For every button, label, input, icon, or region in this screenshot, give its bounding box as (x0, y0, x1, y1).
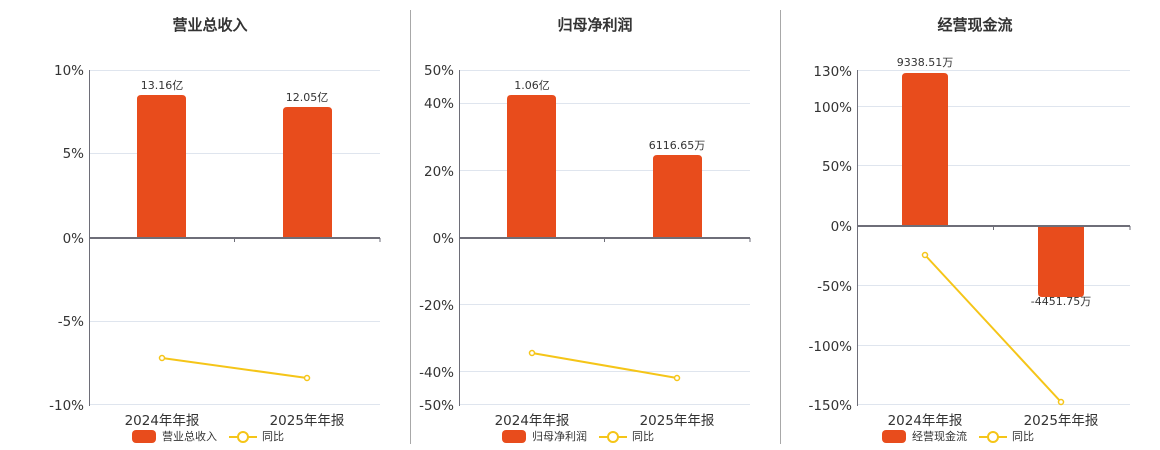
legend-line-label[interactable]: 同比 (1012, 430, 1034, 443)
svg-text:130%: 130% (813, 64, 852, 80)
bar-swatch-icon[interactable] (882, 429, 906, 443)
yoy-line (924, 254, 1062, 403)
svg-text:50%: 50% (424, 63, 454, 79)
svg-text:5%: 5% (63, 146, 85, 162)
bar-label: 9338.51万 (897, 56, 954, 69)
yoy-point[interactable] (303, 374, 311, 382)
svg-text:20%: 20% (424, 164, 454, 180)
legend-bar-label[interactable]: 经营现金流 (912, 430, 967, 443)
bar-label: 1.06亿 (514, 79, 550, 92)
panel-divider (780, 10, 781, 444)
legend-line-label[interactable]: 同比 (632, 430, 654, 443)
svg-text:0%: 0% (831, 219, 853, 235)
chart-panel-cash-flow: 经营现金流 (770, 0, 1160, 450)
svg-text:0%: 0% (433, 231, 455, 247)
y-axis-ticks: 10% 5% 0% -5% -10% (49, 63, 84, 414)
chart-title: 营业总收入 (172, 16, 248, 34)
svg-text:100%: 100% (813, 100, 852, 116)
svg-text:-50%: -50% (419, 398, 454, 414)
svg-text:-100%: -100% (809, 339, 853, 355)
bar-2024[interactable] (902, 73, 948, 226)
x-label: 2025年年报 (640, 413, 715, 429)
svg-text:-10%: -10% (49, 398, 84, 414)
legend-bar-label[interactable]: 营业总收入 (162, 430, 217, 443)
bar-2025[interactable] (1038, 226, 1084, 297)
yoy-point[interactable] (673, 374, 681, 382)
svg-text:-150%: -150% (809, 398, 853, 414)
line-marker-icon[interactable] (599, 430, 627, 443)
yoy-point[interactable] (921, 251, 929, 259)
yoy-line (531, 352, 678, 379)
svg-text:0%: 0% (63, 231, 85, 247)
chart-panel-revenue: 营业总收入 (0, 0, 400, 450)
bar-label: -4451.75万 (1031, 295, 1091, 308)
yoy-point[interactable] (1057, 398, 1065, 406)
svg-text:-40%: -40% (419, 365, 454, 381)
legend-revenue: 营业总收入 同比 (132, 428, 284, 444)
svg-text:-50%: -50% (817, 279, 852, 295)
bar-label: 12.05亿 (286, 91, 329, 104)
y-axis-ticks: 50% 40% 20% 0% -20% -40% -50% (419, 63, 454, 414)
line-marker-icon[interactable] (979, 430, 1007, 443)
x-label: 2024年年报 (888, 413, 963, 429)
legend-net-profit: 归母净利润 同比 (502, 428, 654, 444)
svg-text:50%: 50% (822, 159, 852, 175)
svg-text:10%: 10% (54, 63, 84, 79)
chart-revenue: 10% 5% 0% -5% -10% 13.16亿 12.05亿 2024年年报… (49, 63, 381, 429)
yoy-point[interactable] (528, 349, 536, 357)
x-label: 2025年年报 (1024, 413, 1099, 429)
bar-2024[interactable] (507, 95, 556, 238)
bar-2024[interactable] (137, 95, 186, 238)
bar-label: 13.16亿 (141, 79, 184, 92)
x-label: 2025年年报 (270, 413, 345, 429)
bar-2025[interactable] (283, 107, 332, 238)
chart-title: 经营现金流 (937, 16, 1013, 34)
bar-swatch-icon[interactable] (502, 429, 526, 443)
panel-divider (410, 10, 411, 444)
line-marker-icon[interactable] (229, 430, 257, 443)
chart-cash-flow: 130% 100% 50% 0% -50% -100% -150% 9338.5… (809, 56, 1131, 429)
svg-text:-20%: -20% (419, 298, 454, 314)
chart-panel-net-profit: 归母净利润 (390, 0, 780, 450)
legend-line-label[interactable]: 同比 (262, 430, 284, 443)
svg-text:40%: 40% (424, 96, 454, 112)
bar-2025[interactable] (653, 155, 702, 238)
yoy-line (161, 357, 308, 379)
x-label: 2024年年报 (495, 413, 570, 429)
chart-title: 归母净利润 (557, 16, 633, 34)
legend-bar-label[interactable]: 归母净利润 (532, 430, 587, 443)
y-axis-ticks: 130% 100% 50% 0% -50% -100% -150% (809, 64, 853, 414)
bar-swatch-icon[interactable] (132, 429, 156, 443)
gridlines (857, 70, 1130, 405)
legend-cash-flow: 经营现金流 同比 (882, 428, 1034, 444)
bar-label: 6116.65万 (649, 139, 706, 152)
yoy-point[interactable] (158, 354, 166, 362)
svg-text:-5%: -5% (58, 314, 84, 330)
chart-net-profit: 50% 40% 20% 0% -20% -40% -50% 1.06亿 6116… (419, 63, 751, 429)
x-label: 2024年年报 (125, 413, 200, 429)
